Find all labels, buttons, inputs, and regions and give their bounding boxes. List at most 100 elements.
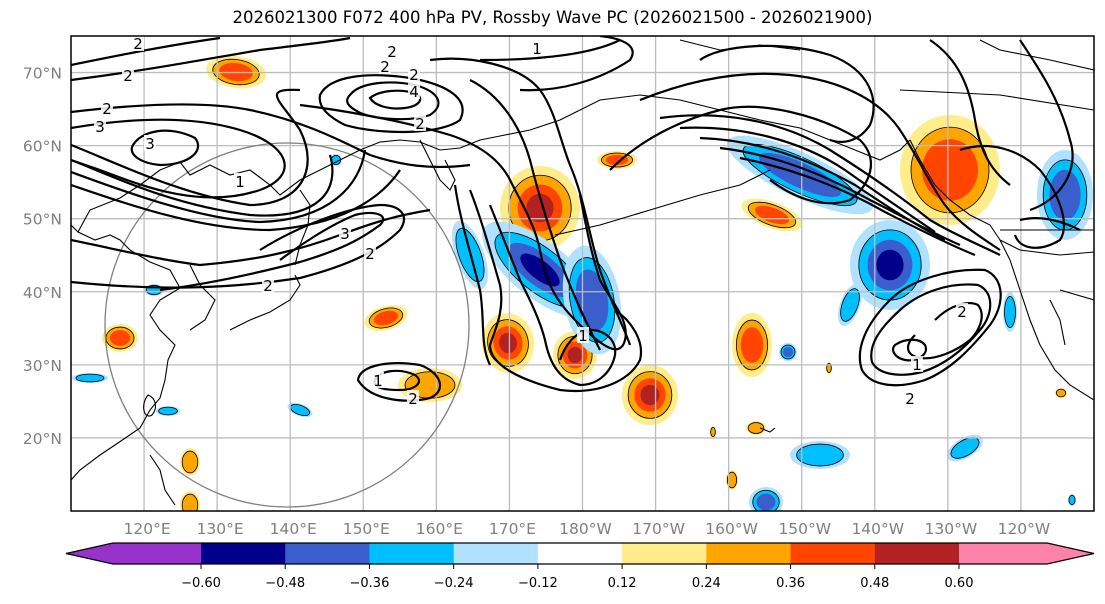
- lon-tick-label: 160°E: [416, 520, 463, 538]
- colorbar-segment: [706, 543, 792, 564]
- gridlines: [71, 36, 1094, 511]
- positive-anomaly: [710, 426, 716, 438]
- contour-label: 2: [133, 35, 143, 53]
- contour-label: 3: [340, 225, 350, 243]
- lon-tick-label: 170°E: [489, 520, 536, 538]
- colorbar-segment: [201, 543, 286, 564]
- lat-tick-label: 40°N: [23, 284, 62, 302]
- contour-label: 2: [380, 58, 390, 76]
- great-circle: [104, 142, 470, 508]
- contour-label: 2: [409, 66, 419, 84]
- colorbar-segment: [537, 543, 623, 564]
- positive-anomaly: [826, 362, 832, 374]
- lon-tick-label: 120°W: [998, 520, 1051, 538]
- lon-tick-label: 150°W: [778, 520, 831, 538]
- lon-tick-label: 130°E: [197, 520, 244, 538]
- contour-label: 2: [415, 115, 425, 133]
- lon-tick-label: 130°W: [925, 520, 978, 538]
- negative-anomaly: [946, 434, 984, 462]
- lat-tick-label: 60°N: [23, 138, 62, 156]
- colorbar-outline: [65, 542, 1095, 565]
- lon-tick-label: 140°E: [270, 520, 317, 538]
- contour-label: 1: [578, 327, 588, 345]
- contour-label: 2: [408, 390, 418, 408]
- positive-anomaly: [364, 305, 408, 331]
- colorbar-segment: [369, 543, 455, 564]
- colorbar-tick-label: −0.60: [181, 576, 221, 591]
- positive-anomaly: [746, 421, 766, 435]
- contour-label: 4: [409, 83, 419, 101]
- negative-anomaly: [749, 487, 783, 511]
- pv-contours: [71, 36, 1081, 402]
- positive-anomaly: [180, 448, 200, 476]
- lon-tick-label: 170°W: [632, 520, 685, 538]
- colorbar-tick-label: 0.48: [860, 576, 889, 591]
- contour-label: 1: [373, 372, 383, 390]
- negative-anomaly: [779, 343, 797, 361]
- positive-anomaly: [741, 198, 803, 232]
- negative-anomaly: [1037, 150, 1093, 240]
- anomaly-fills: [72, 55, 1093, 511]
- lat-tick-label: 20°N: [23, 430, 62, 448]
- lon-tick-label: 160°W: [705, 520, 758, 538]
- colorbar-tick-label: −0.24: [434, 576, 474, 591]
- colorbar-segment: [622, 543, 707, 564]
- negative-anomaly: [837, 284, 863, 326]
- colorbar-segment: [285, 543, 370, 564]
- contour-label: 2: [263, 277, 273, 295]
- lat-tick-label: 70°N: [23, 65, 62, 83]
- colorbar-tick-label: 0.36: [776, 576, 805, 591]
- contour-label: 1: [912, 356, 922, 374]
- positive-anomaly: [500, 166, 580, 250]
- latitude-labels: 70°N 60°N 50°N 40°N 30°N 20°N: [23, 65, 62, 448]
- positive-anomaly: [180, 491, 200, 511]
- lon-tick-label: 120°E: [124, 520, 171, 538]
- longitude-labels: 120°E 130°E 140°E 150°E 160°E 170°E 180°W 170°W…: [124, 520, 1051, 538]
- lat-tick-label: 50°N: [23, 211, 62, 229]
- coastlines: [71, 39, 1094, 506]
- positive-anomaly: [900, 115, 1000, 225]
- colorbar-extend-max: [959, 543, 1094, 564]
- contour-label: 2: [957, 303, 967, 321]
- negative-anomaly: [287, 402, 313, 418]
- positive-anomaly: [732, 313, 772, 377]
- colorbar-extend-min: [66, 543, 201, 564]
- colorbar-segment: [874, 543, 960, 564]
- lon-tick-label: 180°W: [559, 520, 612, 538]
- positive-anomaly: [1055, 388, 1067, 398]
- positive-anomaly: [102, 324, 138, 352]
- negative-anomaly: [790, 441, 850, 469]
- lat-tick-label: 30°N: [23, 357, 62, 375]
- negative-anomaly: [1068, 494, 1076, 506]
- map-title: 2026021300 F072 400 hPa PV, Rossby Wave …: [232, 8, 873, 27]
- contour-label: 2: [123, 67, 133, 85]
- colorbar-segment: [453, 543, 539, 564]
- colorbar-segment: [790, 543, 876, 564]
- contour-label: 1: [532, 40, 542, 58]
- colorbar-tick-label: −0.48: [265, 576, 305, 591]
- colorbar-tick-label: 0.12: [608, 576, 637, 591]
- contour-label: 2: [387, 43, 397, 61]
- contour-label: 3: [95, 118, 105, 136]
- lon-tick-label: 150°E: [343, 520, 390, 538]
- positive-anomaly: [597, 151, 637, 169]
- colorbar-tick-label: −0.12: [518, 576, 558, 591]
- contour-label: 2: [102, 100, 112, 118]
- colorbar-tick-label: 0.60: [945, 576, 974, 591]
- positive-anomaly: [726, 470, 738, 490]
- colorbar-tick-label: 0.24: [692, 576, 721, 591]
- negative-anomaly: [72, 373, 108, 383]
- contour-label: 1: [235, 173, 245, 191]
- negative-anomaly: [1003, 292, 1017, 332]
- plot-frame: [70, 35, 1095, 512]
- negative-anomaly: [156, 406, 180, 416]
- contour-label: 2: [365, 245, 375, 263]
- colorbar: −0.60 −0.48 −0.36 −0.24 −0.12 0.12 0.24 0.36 0.4…: [65, 542, 1095, 591]
- positive-anomaly: [622, 365, 678, 425]
- lon-tick-label: 140°W: [851, 520, 904, 538]
- contour-label: 3: [145, 135, 155, 153]
- colorbar-tick-label: −0.36: [350, 576, 390, 591]
- contour-label: 2: [905, 390, 915, 408]
